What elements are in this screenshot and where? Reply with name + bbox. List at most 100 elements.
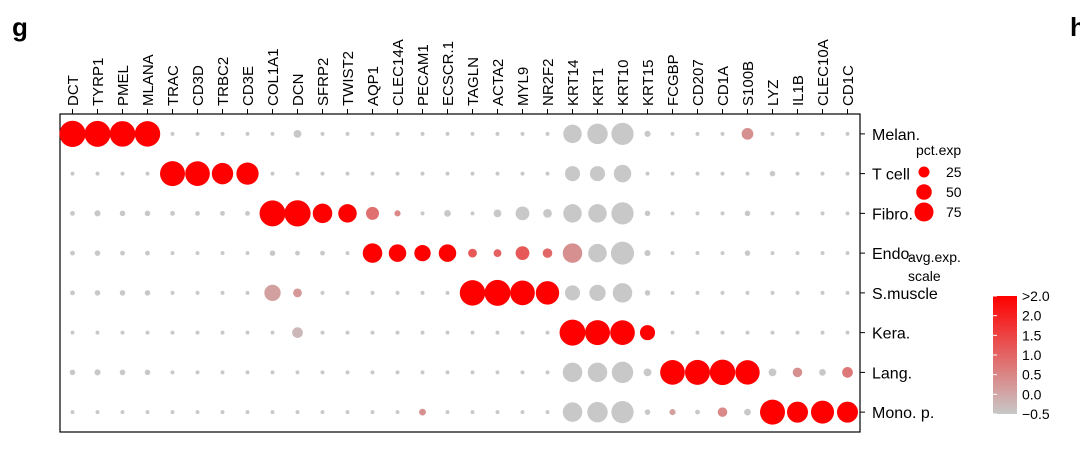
expression-dot: [470, 410, 475, 415]
expression-dot: [170, 330, 175, 335]
expression-dot: [720, 330, 725, 335]
legend: pct.exp 25 50 75 avg.exp. scale >2.0 2.0 1.5…: [908, 142, 1050, 422]
expression-dot: [613, 164, 632, 183]
expression-dot: [670, 171, 675, 176]
expression-dot: [585, 320, 610, 346]
gene-label: KRT1: [590, 68, 607, 106]
expression-dot: [495, 171, 500, 176]
expression-dot: [845, 330, 850, 335]
expression-dot: [195, 410, 200, 415]
expression-dot: [420, 211, 425, 216]
expression-dot: [760, 399, 785, 425]
expression-dot: [420, 290, 425, 295]
expression-dot: [770, 330, 775, 335]
cell-type-label: Melan.: [872, 127, 920, 144]
expression-dot: [119, 290, 126, 296]
expression-dot: [587, 362, 608, 383]
expression-dot: [94, 250, 101, 256]
color-legend-title: avg.exp.: [908, 249, 961, 265]
expression-dot: [70, 250, 75, 256]
gene-label: LYZ: [765, 80, 782, 106]
expression-dot: [845, 211, 850, 216]
expression-dot: [786, 401, 809, 423]
cell-type-label: T cell: [872, 167, 910, 184]
expression-dot: [320, 131, 325, 136]
expression-dot: [470, 330, 475, 335]
expression-dot: [845, 171, 850, 176]
expression-dot: [170, 210, 175, 216]
expression-dot: [717, 407, 728, 417]
expression-dot: [515, 206, 530, 221]
expression-dot: [670, 251, 675, 256]
size-legend-items: 25 50 75: [914, 164, 962, 222]
expression-dot: [395, 410, 400, 415]
expression-dot: [610, 241, 635, 265]
expression-dot: [612, 283, 633, 303]
expression-dot: [611, 122, 634, 146]
expression-dot: [320, 171, 325, 176]
expression-dot: [795, 251, 800, 256]
expression-dot: [312, 203, 333, 224]
expression-dot: [669, 409, 676, 416]
gene-label: KRT10: [615, 60, 632, 106]
expression-dot: [495, 330, 500, 335]
expression-dot: [195, 251, 200, 256]
gene-label: TAGLN: [465, 57, 482, 106]
expression-dot: [395, 370, 400, 375]
expression-dot: [94, 210, 101, 217]
expression-dot: [445, 370, 450, 375]
gene-label: ACTA2: [490, 59, 507, 106]
expression-dot: [545, 410, 550, 415]
gene-label: DCT: [65, 75, 82, 106]
expression-dot: [145, 250, 150, 256]
expression-dot: [170, 290, 175, 295]
expression-dot: [320, 250, 325, 256]
expression-dot: [420, 370, 425, 375]
expression-dot: [820, 330, 825, 335]
expression-dot: [220, 290, 225, 295]
expression-dot: [245, 251, 250, 256]
expression-dot: [70, 210, 75, 216]
expression-dot: [820, 131, 825, 136]
expression-dot: [562, 402, 583, 422]
expression-dot: [345, 330, 350, 335]
expression-dot: [145, 330, 150, 335]
expression-dot: [493, 209, 502, 218]
expression-dot: [588, 204, 607, 223]
expression-dot: [370, 171, 375, 176]
panel-label-h: h: [1070, 12, 1080, 42]
cell-type-axis: Melan. T cell Fibro. Endo. S.muscle Kera. Lang…: [860, 127, 938, 422]
gene-label: IL1B: [790, 75, 807, 106]
expression-dot: [370, 370, 375, 375]
expression-dot: [745, 290, 750, 295]
expression-dot: [792, 367, 803, 378]
expression-dot: [70, 290, 75, 296]
expression-dot: [195, 290, 200, 295]
gene-label: CLEC10A: [815, 39, 832, 106]
expression-dot: [520, 131, 525, 136]
expression-dot: [245, 131, 250, 136]
expression-dot: [284, 200, 311, 227]
expression-dot: [744, 210, 751, 217]
gene-axis: DCT TYRP1 PMEL MLANA TRAC CD3D TRBC2 CD3E COL1A1…: [65, 39, 857, 114]
expression-dot: [144, 210, 151, 217]
expression-dot: [495, 370, 500, 375]
expression-dot: [545, 131, 550, 136]
cell-type-label: Mono. p.: [872, 405, 934, 422]
expression-dot: [670, 131, 675, 136]
expression-dot: [420, 330, 425, 335]
expression-dot: [562, 243, 583, 263]
expression-dot: [394, 210, 401, 217]
expression-dot: [744, 250, 751, 256]
expression-dot: [134, 121, 161, 147]
expression-dot: [720, 290, 725, 295]
expression-dot: [520, 330, 525, 335]
expression-dot: [345, 171, 350, 176]
expression-dot: [295, 410, 300, 415]
size-legend-dot: [914, 202, 934, 222]
expression-dot: [270, 171, 275, 176]
cell-type-label: Fibro.: [872, 206, 913, 223]
expression-dot: [660, 360, 685, 385]
dots-layer: [59, 120, 859, 425]
expression-dot: [695, 409, 700, 415]
